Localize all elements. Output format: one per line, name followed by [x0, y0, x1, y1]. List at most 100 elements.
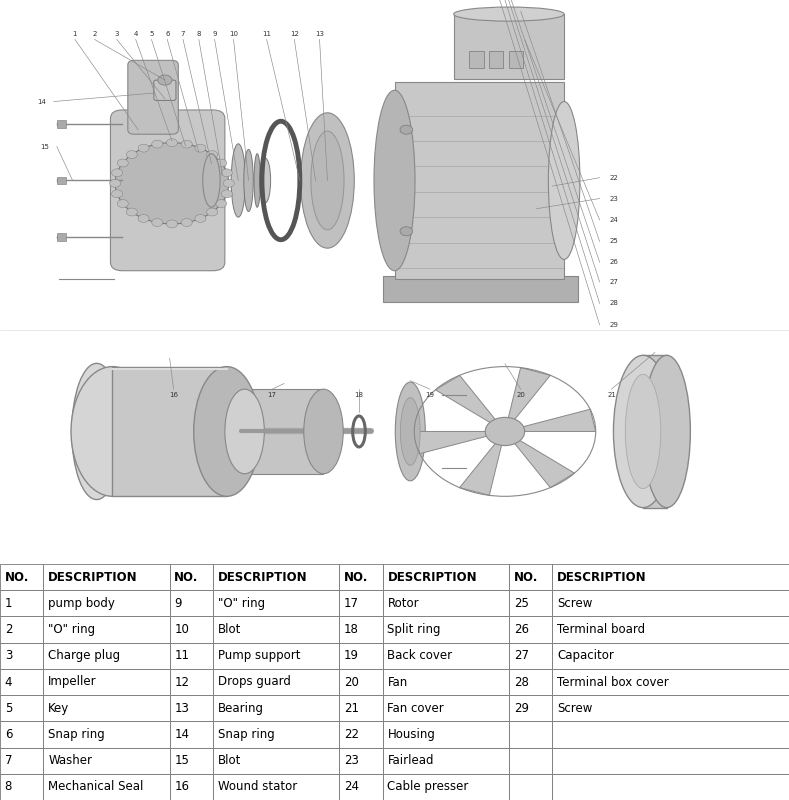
Circle shape — [118, 159, 129, 167]
Bar — [213, 590, 339, 617]
Circle shape — [223, 179, 234, 187]
Polygon shape — [505, 410, 596, 431]
Bar — [43, 590, 170, 617]
Circle shape — [115, 142, 229, 224]
Circle shape — [181, 218, 193, 226]
Ellipse shape — [400, 398, 420, 466]
Bar — [339, 774, 383, 800]
Polygon shape — [414, 431, 505, 454]
Bar — [339, 722, 383, 747]
Text: 24: 24 — [609, 217, 618, 223]
Text: Mechanical Seal: Mechanical Seal — [48, 780, 144, 794]
Text: 1: 1 — [73, 30, 77, 37]
Circle shape — [222, 169, 233, 177]
Text: 3: 3 — [114, 30, 119, 37]
Bar — [383, 617, 509, 642]
Bar — [170, 617, 213, 642]
Text: 2: 2 — [5, 623, 13, 636]
Text: Terminal box cover: Terminal box cover — [557, 675, 669, 689]
Text: Charge plug: Charge plug — [48, 650, 120, 662]
Bar — [383, 564, 509, 590]
Text: 16: 16 — [174, 780, 189, 794]
Text: 4: 4 — [133, 30, 138, 37]
Text: Snap ring: Snap ring — [218, 728, 275, 741]
Circle shape — [110, 179, 121, 187]
Text: Housing: Housing — [387, 728, 436, 741]
Bar — [0, 642, 43, 669]
Circle shape — [151, 140, 163, 148]
Text: 29: 29 — [514, 702, 529, 714]
Text: NO.: NO. — [174, 570, 199, 584]
Bar — [552, 747, 789, 774]
Text: 6: 6 — [165, 30, 170, 37]
Ellipse shape — [548, 102, 580, 259]
Bar — [339, 617, 383, 642]
Ellipse shape — [254, 154, 260, 207]
Bar — [170, 695, 213, 722]
Bar — [339, 590, 383, 617]
Text: 2: 2 — [92, 30, 97, 37]
Bar — [339, 642, 383, 669]
Text: Blot: Blot — [218, 754, 241, 767]
Circle shape — [138, 214, 149, 222]
Bar — [43, 642, 170, 669]
Text: Washer: Washer — [48, 754, 92, 767]
Text: DESCRIPTION: DESCRIPTION — [557, 570, 647, 584]
Text: 8: 8 — [196, 30, 201, 37]
Text: DESCRIPTION: DESCRIPTION — [48, 570, 138, 584]
Ellipse shape — [374, 90, 415, 270]
FancyBboxPatch shape — [128, 60, 178, 134]
Bar — [552, 564, 789, 590]
Bar — [509, 669, 552, 695]
Bar — [552, 642, 789, 669]
Circle shape — [166, 138, 178, 146]
Text: 11: 11 — [174, 650, 189, 662]
Text: 28: 28 — [609, 301, 618, 306]
Text: Fan: Fan — [387, 675, 408, 689]
Text: 12: 12 — [290, 30, 299, 37]
Circle shape — [400, 226, 413, 236]
Circle shape — [222, 190, 233, 198]
Text: 7: 7 — [181, 30, 185, 37]
Bar — [552, 695, 789, 722]
Text: Fairlead: Fairlead — [387, 754, 434, 767]
Ellipse shape — [614, 355, 672, 508]
Bar — [43, 669, 170, 695]
Text: pump body: pump body — [48, 597, 115, 610]
Bar — [509, 564, 552, 590]
Bar — [339, 747, 383, 774]
Polygon shape — [436, 375, 505, 431]
Text: 19: 19 — [344, 650, 359, 662]
Text: 10: 10 — [174, 623, 189, 636]
Ellipse shape — [304, 389, 343, 474]
Bar — [339, 695, 383, 722]
Circle shape — [207, 150, 218, 158]
Text: Pump support: Pump support — [218, 650, 301, 662]
Text: Rotor: Rotor — [387, 597, 419, 610]
Text: 25: 25 — [514, 597, 529, 610]
Text: 23: 23 — [344, 754, 359, 767]
Text: Back cover: Back cover — [387, 650, 453, 662]
Circle shape — [158, 75, 172, 85]
Text: 3: 3 — [5, 650, 12, 662]
Bar — [170, 642, 213, 669]
Bar — [245, 389, 323, 474]
Circle shape — [126, 150, 137, 158]
FancyBboxPatch shape — [454, 14, 564, 79]
Bar — [0, 722, 43, 747]
Text: 27: 27 — [514, 650, 529, 662]
Text: Wound stator: Wound stator — [218, 780, 297, 794]
Bar — [552, 590, 789, 617]
Circle shape — [166, 220, 178, 228]
Bar — [383, 642, 509, 669]
Bar — [0, 774, 43, 800]
Ellipse shape — [203, 154, 220, 207]
Text: 6: 6 — [5, 728, 13, 741]
Text: Impeller: Impeller — [48, 675, 97, 689]
Text: Capacitor: Capacitor — [557, 650, 614, 662]
FancyBboxPatch shape — [394, 82, 564, 279]
Text: 18: 18 — [354, 392, 364, 398]
Text: 20: 20 — [344, 675, 359, 689]
Text: Drops guard: Drops guard — [218, 675, 290, 689]
Bar — [509, 747, 552, 774]
